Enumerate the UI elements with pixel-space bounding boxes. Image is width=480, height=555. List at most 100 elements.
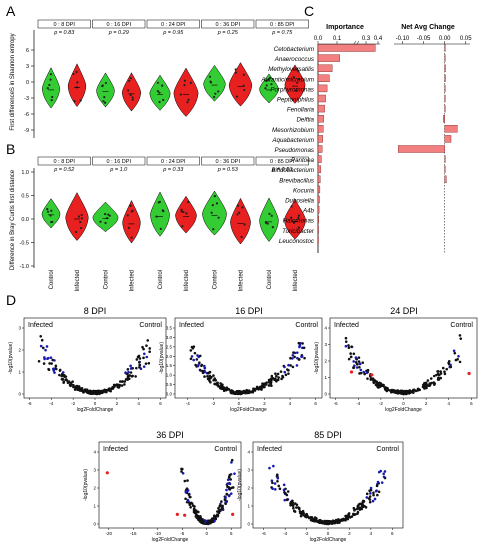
volcano-point (194, 509, 198, 513)
volcano-xlabel: log2FoldChange (77, 407, 114, 413)
net-change-bar (444, 84, 446, 93)
volcano-point (395, 389, 399, 393)
taxon-label: Bifidobacterium (271, 167, 314, 174)
volcano-point (198, 361, 201, 365)
volcano-point (218, 505, 221, 508)
group-p-value: p = 0.53 (271, 167, 293, 173)
volcano-point (192, 358, 195, 362)
volcano-point (229, 389, 233, 393)
importance-bar (317, 54, 340, 62)
volcano-point (108, 389, 111, 392)
volcano-x-tick: -10 (155, 531, 162, 536)
net-change-bar (444, 165, 446, 173)
volcano-point (126, 376, 130, 379)
volcano-y-tick: 2 (324, 359, 327, 364)
importance-bar (317, 165, 322, 173)
violin-point (131, 209, 134, 212)
volcano-point (206, 521, 209, 524)
volcano-x-tick: 6 (391, 531, 394, 536)
importance-bar (317, 84, 328, 93)
group-dpi-label: 0 : 16 DPI (107, 22, 132, 28)
volcano-point (42, 362, 46, 365)
volcano-point (276, 479, 279, 483)
volcano-y-tick: 0.0 (166, 392, 173, 397)
volcano-point (111, 385, 115, 389)
volcano-ylabel: -log10(pvalue) (314, 342, 320, 374)
volcano-point (194, 363, 197, 367)
volcano-point (360, 502, 364, 506)
volcano-point (106, 388, 109, 392)
violin-point (129, 93, 132, 97)
volcano-y-tick: 4 (324, 326, 327, 331)
importance-bar (317, 64, 333, 72)
volcano-point (342, 518, 345, 522)
volcano-point (118, 380, 122, 383)
volcano-point (369, 376, 373, 380)
volcano-point (190, 355, 194, 358)
net-change-tick-label: 0.05 (460, 36, 472, 42)
volcano-point (439, 376, 443, 380)
volcano-point (135, 366, 138, 370)
violin-point (182, 210, 185, 214)
volcano-point (52, 367, 56, 371)
violin-infected (284, 199, 306, 240)
volcano-point (376, 493, 379, 497)
violin-point (46, 86, 49, 90)
volcano-xlabel: log2FoldChange (152, 537, 189, 543)
violin-point (183, 79, 186, 82)
violin-point (236, 204, 240, 207)
volcano-point (356, 510, 360, 514)
violin-point (180, 208, 183, 211)
violin-point (297, 70, 300, 73)
violin-point (236, 213, 239, 216)
infected-label: Infected (28, 322, 53, 329)
violin-point (108, 214, 111, 217)
volcano-point (458, 334, 462, 337)
volcano-point (433, 382, 437, 385)
volcano-point (278, 487, 282, 491)
taxon-label: Kocuria (293, 187, 315, 194)
volcano-point (344, 344, 348, 348)
x-group-label: Control (49, 270, 55, 289)
volcano-point (206, 375, 209, 378)
volcano-y-tick: 2.0 (166, 354, 173, 359)
violin-point (46, 210, 50, 213)
volcano-point (408, 390, 412, 393)
volcano-point (293, 510, 297, 513)
group-p-value: p = 1.0 (109, 167, 128, 173)
violin-point (241, 206, 244, 209)
volcano-point (183, 479, 187, 483)
panel-letter-b: B (6, 141, 15, 157)
volcano-point (283, 370, 287, 374)
panel-b-group-headers: 0 : 8 DPI p = 0.52 0 : 16 DPI p = 1.0 0 : 24… (37, 156, 309, 173)
volcano-point (362, 370, 365, 374)
volcano-point (217, 506, 220, 510)
volcano-point (279, 370, 283, 373)
volcano-point (381, 384, 385, 388)
violin-infected (122, 72, 141, 112)
volcano-point (220, 507, 223, 511)
volcano-point (143, 352, 146, 356)
violin-point (49, 73, 53, 76)
x-group-label: Infected (130, 270, 136, 291)
violin-point (129, 204, 132, 207)
violin-point (234, 68, 237, 71)
volcano-point (293, 502, 297, 505)
violin-point (75, 230, 78, 234)
volcano-point (404, 391, 408, 394)
volcano-point (195, 358, 199, 361)
taxon-label: Porphyromonas (270, 86, 314, 93)
violin-point (297, 78, 300, 81)
volcano-x-tick: -5 (180, 531, 184, 536)
volcano-point (230, 461, 233, 464)
volcano-point (39, 344, 43, 348)
group-dpi-label: 0 : 24 DPI (161, 22, 186, 28)
volcano-point (428, 382, 431, 385)
violin-point (238, 211, 241, 214)
volcano-point (42, 346, 45, 350)
volcano-title: 16 DPI (235, 306, 263, 316)
volcano-title: 24 DPI (390, 306, 418, 316)
group-dpi-label: 0 : 24 DPI (161, 159, 186, 165)
violin-point (128, 79, 131, 82)
